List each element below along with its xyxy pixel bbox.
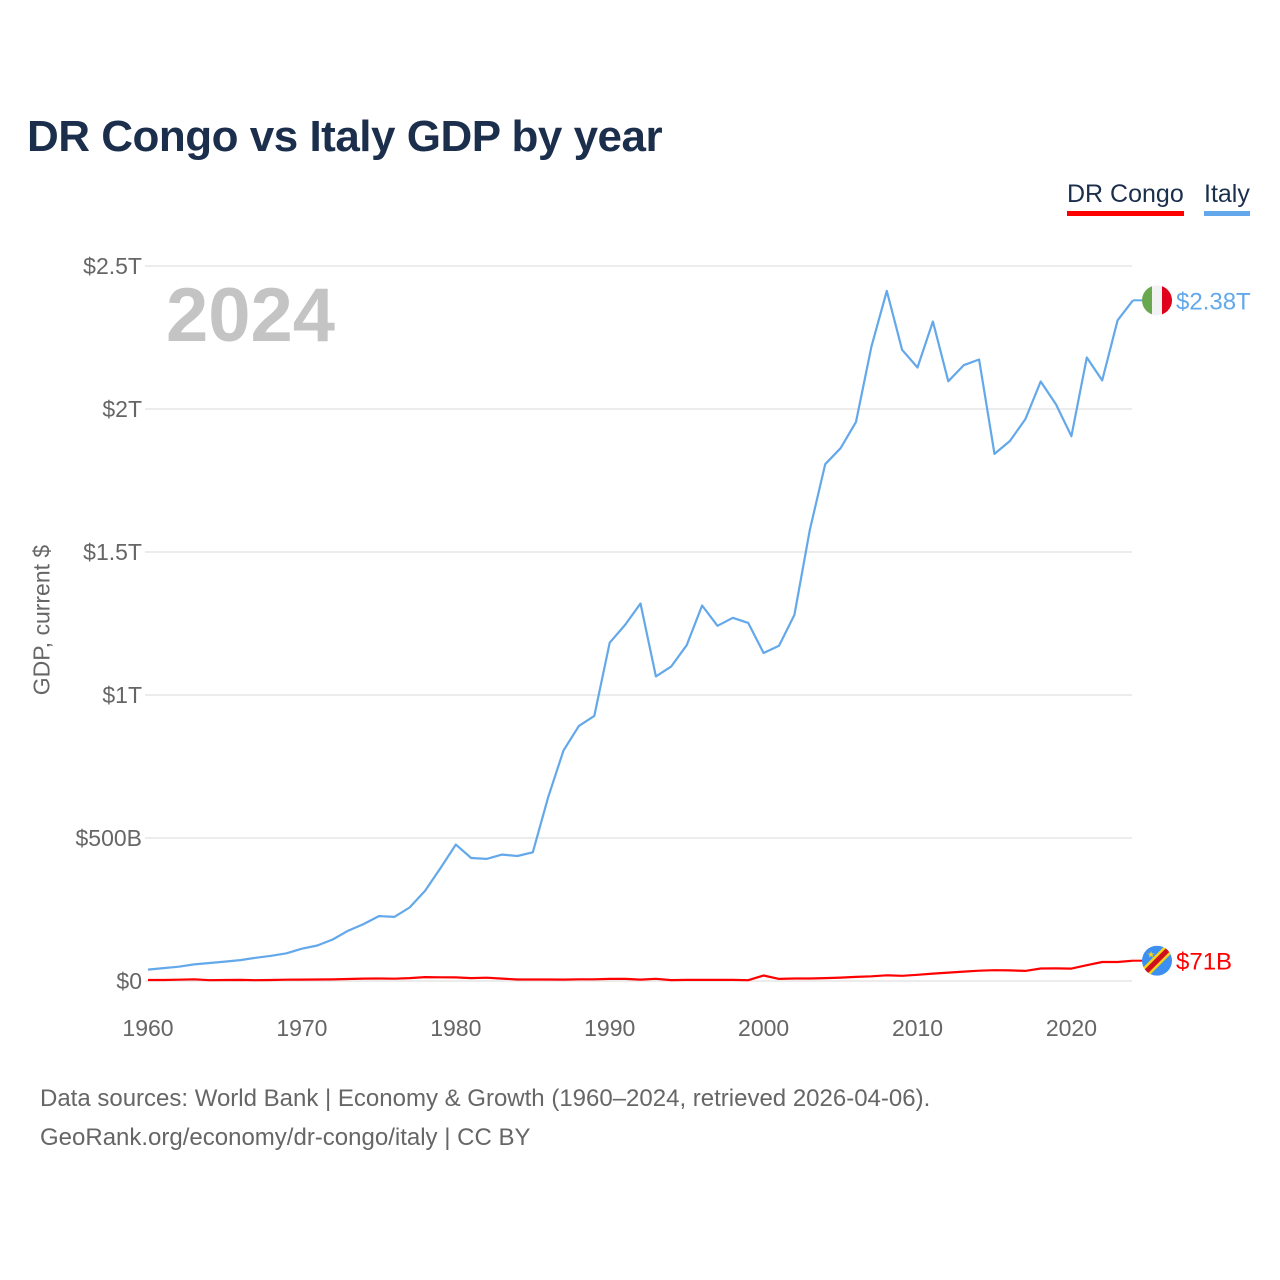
- italy-flag-icon: [1142, 285, 1152, 316]
- y-tick-label: $2T: [102, 396, 142, 422]
- x-tick-label: 1990: [584, 1015, 635, 1041]
- x-tick-label: 1960: [122, 1015, 173, 1041]
- footer-sources: Data sources: World Bank | Economy & Gro…: [40, 1085, 931, 1112]
- y-tick-label: $1.5T: [83, 539, 142, 565]
- legend-italy[interactable]: Italy: [1204, 180, 1250, 216]
- italy-flag-icon: [1162, 285, 1172, 316]
- year-watermark: 2024: [166, 273, 336, 358]
- y-tick-label: $0: [116, 968, 142, 994]
- footer-credit[interactable]: GeoRank.org/economy/dr-congo/italy | CC …: [40, 1124, 531, 1151]
- x-tick-label: 1970: [276, 1015, 327, 1041]
- end-value-label: $71B: [1176, 949, 1232, 976]
- legend-dr-congo[interactable]: DR Congo: [1067, 180, 1184, 216]
- y-tick-label: $1T: [102, 682, 142, 708]
- dr-congo-flag-star-icon: ★: [1147, 950, 1155, 960]
- x-tick-label: 2000: [738, 1015, 789, 1041]
- series-line-dr-congo: [148, 959, 1134, 982]
- x-tick-label: 1980: [430, 1015, 481, 1041]
- italy-flag-icon: [1152, 285, 1162, 316]
- x-tick-label: 2020: [1046, 1015, 1097, 1041]
- end-value-label: $2.38T: [1176, 288, 1251, 315]
- y-tick-label: $500B: [75, 825, 142, 851]
- y-axis-label: GDP, current $: [28, 544, 55, 696]
- y-tick-label: $2.5T: [83, 253, 142, 279]
- chart-title: DR Congo vs Italy GDP by year: [27, 112, 663, 161]
- x-tick-label: 2010: [892, 1015, 943, 1041]
- series-line-italy: [147, 289, 1134, 971]
